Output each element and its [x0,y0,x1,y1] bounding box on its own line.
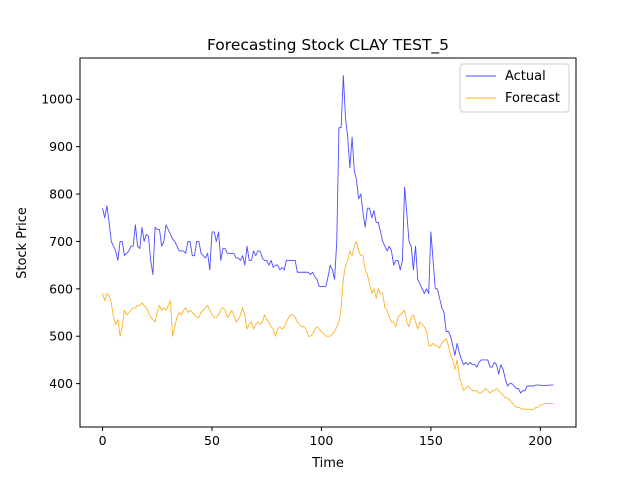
y-tick-label: 500 [49,329,73,344]
series-line-forecast [102,240,554,411]
y-tick-label: 900 [49,139,73,154]
x-axis-label: Time [311,456,344,471]
y-tick-label: 1000 [41,92,73,107]
x-tick-label: 0 [99,433,107,448]
plot-lines [102,75,554,411]
x-tick-label: 150 [419,433,443,448]
plot-frame [79,57,577,428]
x-tick-label: 50 [204,433,220,448]
series-line-actual [102,75,554,394]
y-tick-label: 700 [49,234,73,249]
legend-actual-label: Actual [505,69,546,84]
chart-title: Forecasting Stock CLAY TEST_5 [207,36,449,55]
x-tick-label: 200 [528,433,552,448]
y-axis: 400 500 600 700 800 900 1000 [41,92,80,391]
y-tick-label: 400 [49,376,73,391]
y-axis-label: Stock Price [15,207,30,279]
x-tick-label: 100 [310,433,334,448]
legend: Actual Forecast [459,63,570,113]
y-tick-label: 600 [49,281,73,296]
legend-forecast-label: Forecast [505,91,560,106]
x-axis: 0 50 100 150 200 [99,427,552,448]
y-tick-label: 800 [49,187,73,202]
